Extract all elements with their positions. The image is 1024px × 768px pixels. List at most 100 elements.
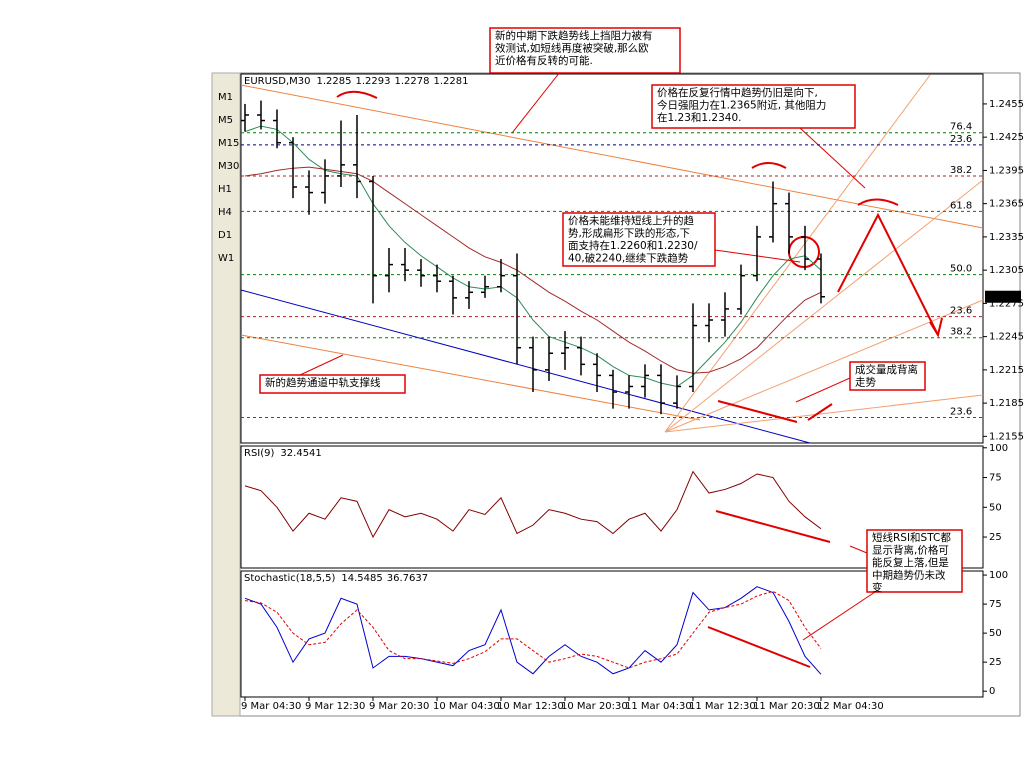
annotation-box [849, 361, 926, 391]
annotation-text: 能反复上落,但是 [872, 556, 949, 569]
left-toolbar [211, 72, 241, 717]
stochastic-panel [240, 570, 984, 698]
header-value: 14.5485 [341, 573, 382, 584]
x-tick-label: 9 Mar 04:30 [241, 701, 301, 712]
x-tick-label: 10 Mar 20:30 [561, 701, 628, 712]
y-tick-label: 0 [989, 686, 995, 697]
divergence-line [715, 510, 831, 543]
y-tick-label: 1.2365 [989, 199, 1024, 210]
y-tick-label: 1.2155 [989, 431, 1024, 442]
fib-label: 61.8 [950, 200, 972, 211]
annotation-text: 走势 [855, 376, 876, 389]
y-tick-label: 1.2185 [989, 398, 1024, 409]
callout-line [795, 377, 851, 403]
callout-line [799, 127, 866, 189]
header-value: 1.2278 [394, 76, 429, 87]
projection-arrow [837, 212, 939, 336]
callout-line [299, 354, 344, 376]
x-tick-label: 9 Mar 20:30 [369, 701, 429, 712]
fib-label: 23.6 [950, 306, 972, 317]
timeframe-button[interactable]: W1 [218, 253, 234, 264]
header-value: 32.4541 [280, 448, 321, 459]
annotation-text: 今日强阻力在1.2365附近, 其他阻力 [657, 99, 826, 112]
y-tick-label: 50 [989, 628, 1002, 639]
y-tick-label: 1.2335 [989, 232, 1024, 243]
x-tick-label: 10 Mar 04:30 [433, 701, 500, 712]
y-tick-label: 1.2455 [989, 99, 1024, 110]
channel-line [240, 334, 701, 421]
annotation-box [259, 374, 406, 394]
data-layer: M1 M5 M15 M30 H1 H4 D1 W1 新的中期下跌趋势线上挡阻力被有效测试,如短线… [218, 27, 1024, 712]
timeframe-button[interactable]: M5 [218, 115, 233, 126]
top-arc [336, 90, 378, 99]
y-tick-label: 75 [989, 599, 1002, 610]
main-panel [240, 73, 984, 444]
timeframe-button[interactable]: M30 [218, 161, 239, 172]
x-tick-label: 12 Mar 04:30 [817, 701, 884, 712]
annotation-text: 近价格有反转的可能. [495, 54, 593, 67]
annotation-box [866, 529, 963, 593]
y-tick-label: 75 [989, 473, 1002, 484]
y-tick-label: 25 [989, 657, 1002, 668]
divergence-line [707, 626, 811, 668]
timeframe-button[interactable]: D1 [218, 230, 232, 241]
annotation-text: 40,破2240,继续下跌趋势 [568, 252, 689, 265]
x-tick-label: 10 Mar 12:30 [497, 701, 564, 712]
x-tick-label: 11 Mar 12:30 [689, 701, 756, 712]
annotation-text: 显示背离,价格可 [872, 544, 949, 557]
timeframe-button[interactable]: M1 [218, 92, 233, 103]
annotation-text: 面支持在1.2260和1.2230/ [568, 239, 698, 252]
callout-line [802, 591, 876, 641]
annotation-text: 在1.23和1.2340. [657, 112, 741, 124]
top-arc [751, 162, 787, 169]
annotation-box [489, 27, 681, 74]
window [211, 72, 1021, 717]
top-arc [857, 198, 899, 206]
divergence-line [717, 400, 798, 423]
callout-line [849, 545, 868, 554]
y-tick-label: 50 [989, 502, 1002, 513]
panel-header: EURUSD,M30 1.2285 1.2293 1.2278 1.2281 [244, 76, 468, 87]
fan-line [664, 179, 984, 433]
annotation-text: 短线RSI和STC都 [872, 531, 951, 544]
header-value: 36.7637 [387, 573, 428, 584]
fib-label: 76.4 [950, 122, 972, 133]
annotation-text: 中期趋势仍未改 [872, 569, 946, 582]
y-tick-label: 1.2305 [989, 265, 1024, 276]
last-price: 1.2281 [987, 292, 1022, 303]
indicator-line [244, 586, 822, 675]
header-value: 1.2285 [316, 76, 351, 87]
fib-label: 23.6 [950, 134, 972, 145]
panel-header: RSI(9) 32.4541 [244, 448, 322, 459]
panel-header: Stochastic(18,5,5) 14.5485 36.7637 [244, 573, 428, 584]
annotation-text: 变 [872, 581, 883, 594]
fib-label: 38.2 [950, 165, 972, 176]
y-tick-label: 1.2215 [989, 365, 1024, 376]
annotation-text: 效测试,如短线再度被突破,那么欧 [495, 42, 649, 55]
arrow-head [929, 317, 943, 338]
panel-title: RSI(9) [244, 448, 275, 459]
y-tick-label: 1.2245 [989, 332, 1024, 343]
y-tick-label: 1.2275 [989, 298, 1024, 309]
timeframe-button[interactable]: M15 [218, 138, 239, 149]
timeframe-button[interactable]: H4 [218, 207, 232, 218]
annotation-text: 新的中期下跌趋势线上挡阻力被有 [495, 29, 653, 42]
annotation-text: 势,形成扁形下跌的形态,下 [568, 227, 690, 240]
y-tick-label: 1.2425 [989, 132, 1024, 143]
indicator-line [244, 470, 822, 539]
fib-label: 50.0 [950, 264, 972, 275]
fib-label: 23.6 [950, 407, 972, 418]
y-tick-label: 100 [989, 443, 1008, 454]
annotation-text: 价格在反复行情中趋势仍旧是向下, [657, 86, 818, 99]
timeframe-button[interactable]: H1 [218, 184, 232, 195]
annotation-text: 成交量成背离 [855, 363, 918, 376]
last-price-box [985, 290, 1021, 303]
x-tick-label: 9 Mar 12:30 [305, 701, 365, 712]
callout-line [511, 71, 561, 134]
annotation-box [562, 212, 716, 267]
y-tick-label: 25 [989, 532, 1002, 543]
panel-title: EURUSD,M30 [244, 76, 310, 87]
panel-title: Stochastic(18,5,5) [244, 573, 335, 584]
